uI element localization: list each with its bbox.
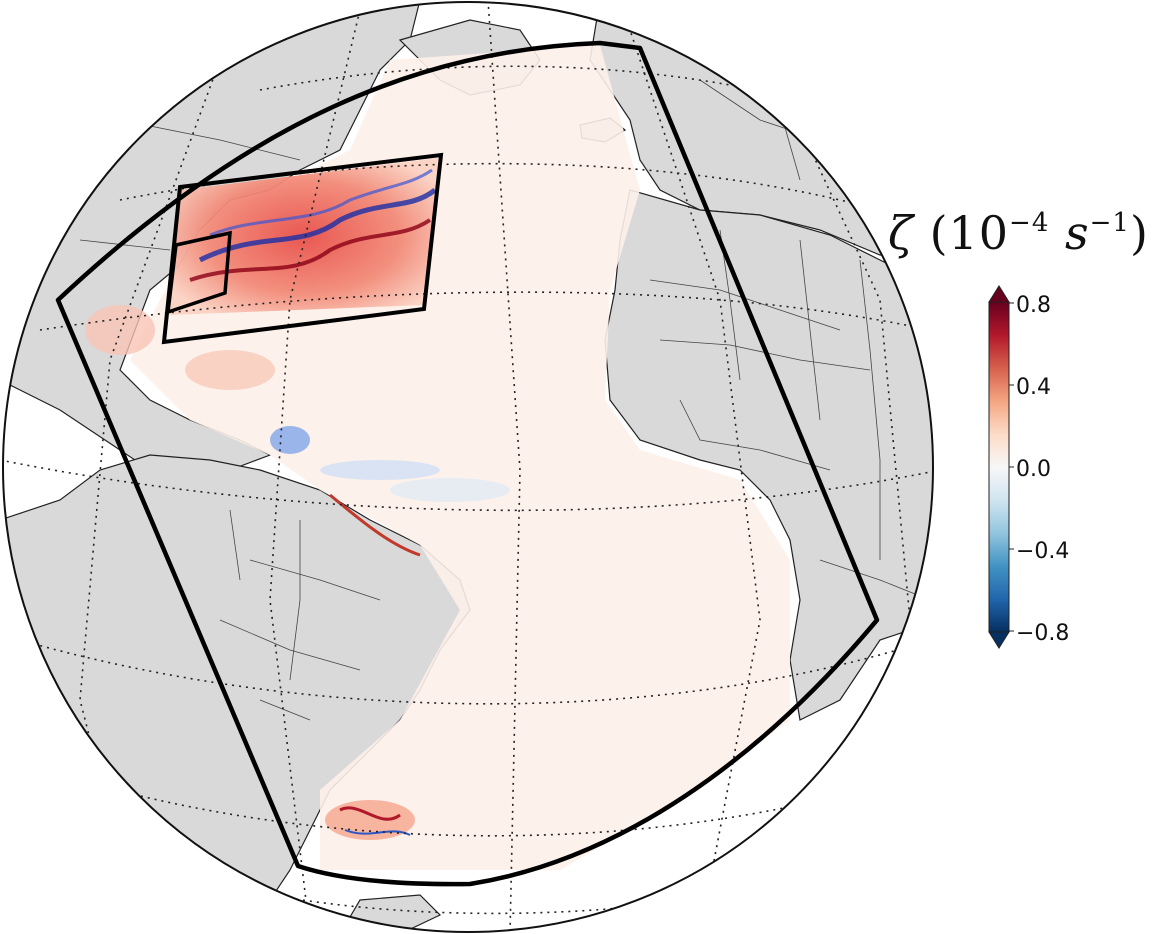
- colorbar-tick-label: 0.0: [1016, 457, 1051, 482]
- colorbar-symbol: ζ: [888, 206, 914, 260]
- colorbar-title-close: ): [1129, 206, 1149, 260]
- colorbar-title-open: (10: [929, 206, 1010, 260]
- colorbar-unit: s: [1065, 206, 1090, 260]
- inner-domain-box: [165, 230, 232, 315]
- colorbar-exp1: −4: [1009, 208, 1050, 238]
- colorbar-tick-label: 0.4: [1016, 375, 1051, 400]
- colorbar: [988, 285, 1014, 649]
- colorbar-title: ζ (10−4 s−1): [888, 206, 1149, 260]
- colorbar-gradient: [988, 301, 1010, 633]
- vorticity-field: [85, 45, 790, 870]
- globe-outline: [2, 1, 934, 933]
- colorbar-tick-label: −0.4: [1016, 539, 1070, 564]
- colorbar-tick-label: −0.8: [1016, 621, 1070, 646]
- africa-land: [604, 189, 933, 721]
- outer-domain-box: [55, 40, 880, 887]
- colorbar-tick-label: 0.8: [1016, 293, 1051, 318]
- colorbar-exp2: −1: [1089, 208, 1130, 238]
- colorbar-upper-extension: [988, 285, 1010, 303]
- colorbar-lower-extension: [988, 631, 1010, 649]
